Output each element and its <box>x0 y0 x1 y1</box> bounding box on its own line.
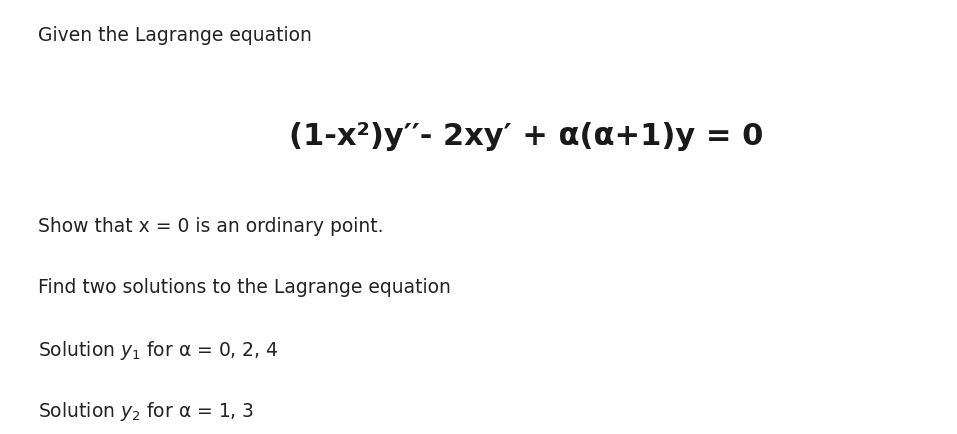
Text: Given the Lagrange equation: Given the Lagrange equation <box>38 26 312 45</box>
Text: Show that x = 0 is an ordinary point.: Show that x = 0 is an ordinary point. <box>38 217 384 236</box>
Text: (1-x²)y′′- 2xy′ + α(α+1)y = 0: (1-x²)y′′- 2xy′ + α(α+1)y = 0 <box>289 122 764 151</box>
Text: Solution $y_2$ for α = 1, 3: Solution $y_2$ for α = 1, 3 <box>38 399 255 422</box>
Text: Solution $y_1$ for α = 0, 2, 4: Solution $y_1$ for α = 0, 2, 4 <box>38 339 278 362</box>
Text: Find two solutions to the Lagrange equation: Find two solutions to the Lagrange equat… <box>38 278 451 297</box>
